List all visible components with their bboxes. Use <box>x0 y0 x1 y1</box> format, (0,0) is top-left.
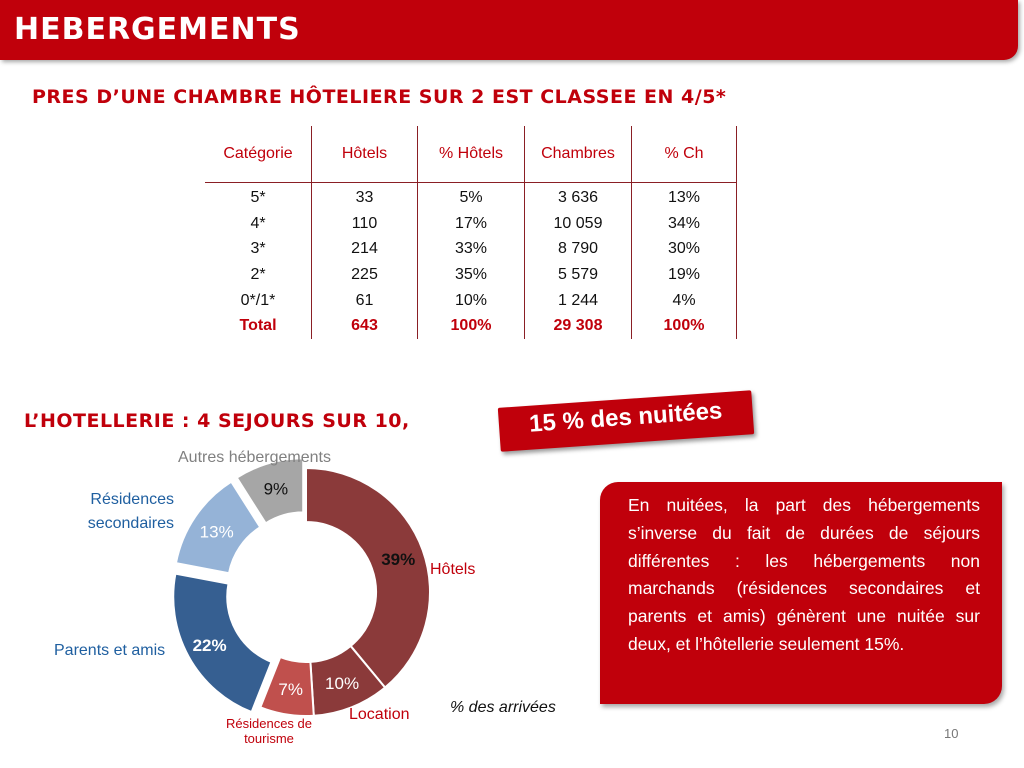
category-label-2: Résidences de tourisme <box>226 716 312 746</box>
donut-slice-0 <box>305 466 431 689</box>
table-cell: 33% <box>417 236 525 263</box>
donut-slice-3 <box>172 572 273 714</box>
header-hotels: Hôtels <box>311 126 418 183</box>
donut-slice-5 <box>235 457 305 525</box>
table-cell: 35% <box>417 262 525 288</box>
table-row: 0*/1* 61 10% 1 244 4% <box>205 287 737 314</box>
table-cell: 643 <box>311 313 418 340</box>
hotel-category-table: Catégorie Hôtels % Hôtels Chambres % Ch … <box>205 126 737 340</box>
table-row: 4* 110 17% 10 059 34% <box>205 210 737 237</box>
slice-value-label: 39% <box>381 550 415 569</box>
table-cell: 61 <box>311 287 418 314</box>
table-cell: Total <box>205 313 312 340</box>
category-label-5: Autres hébergements <box>178 449 331 466</box>
page-title: HEBERGEMENTS <box>14 12 301 47</box>
table-cell: 19% <box>631 262 737 288</box>
table-cell: 214 <box>311 236 418 263</box>
table-cell: 30% <box>631 236 737 263</box>
header-categorie: Catégorie <box>205 126 312 183</box>
table-cell: 33 <box>311 182 418 211</box>
table-header-row: Catégorie Hôtels % Hôtels Chambres % Ch <box>205 126 737 183</box>
arrivals-donut-chart: 39% 10% 7% 22% 13% 9% <box>172 457 431 717</box>
table-cell: 4* <box>205 210 312 237</box>
table-row: 2* 225 35% 5 579 19% <box>205 262 737 288</box>
table-cell: 225 <box>311 262 418 288</box>
page-number: 10 <box>944 726 959 741</box>
table-cell: 34% <box>631 210 737 237</box>
table-cell: 3* <box>205 236 312 263</box>
table-cell: 17% <box>417 210 525 237</box>
table-cell: 13% <box>631 182 737 211</box>
category-label-4: Résidences secondaires <box>87 491 174 532</box>
donut-slice-2 <box>259 655 315 717</box>
slice-value-label: 10% <box>325 674 359 693</box>
table-cell: 10 059 <box>524 210 632 237</box>
table-cell: 10% <box>417 287 525 314</box>
header-pct-hotels: % Hôtels <box>417 126 525 183</box>
table-cell: 110 <box>311 210 418 237</box>
info-box: En nuitées, la part des hébergements s’i… <box>600 482 1002 704</box>
table-cell: 1 244 <box>524 287 632 314</box>
slice-value-label: 7% <box>278 680 303 699</box>
table-cell: 29 308 <box>524 313 632 340</box>
header-bar: HEBERGEMENTS <box>0 0 1018 60</box>
table-cell: 0*/1* <box>205 287 312 314</box>
table-cell: 5* <box>205 182 312 211</box>
table-cell: 8 790 <box>524 236 632 263</box>
slice-value-label: 13% <box>200 522 234 541</box>
table-row: 3* 214 33% 8 790 30% <box>205 236 737 263</box>
header-chambres: Chambres <box>524 126 632 183</box>
table-total-row: Total 643 100% 29 308 100% <box>205 313 737 340</box>
table-cell: 2* <box>205 262 312 288</box>
section-heading-hotellerie: L’HOTELLERIE : 4 SEJOURS SUR 10, <box>24 410 410 432</box>
table-cell: 5% <box>417 182 525 211</box>
header-pct-chambres: % Ch <box>631 126 737 183</box>
slice-value-label: 9% <box>264 479 289 498</box>
donut-slice-4 <box>174 480 262 575</box>
callout-text: 15 % des nuitées <box>528 397 724 438</box>
table-cell: 100% <box>417 313 525 340</box>
table-cell: 100% <box>631 313 737 340</box>
table-cell: 4% <box>631 287 737 314</box>
table-cell: 3 636 <box>524 182 632 211</box>
table-cell: 5 579 <box>524 262 632 288</box>
subtitle: PRES D’UNE CHAMBRE HÔTELIERE SUR 2 EST C… <box>32 86 727 108</box>
category-label-1: Location <box>349 706 410 723</box>
category-label-0: Hôtels <box>430 561 476 578</box>
table-row: 5* 33 5% 3 636 13% <box>205 182 737 211</box>
chart-footnote: % des arrivées <box>450 699 556 716</box>
category-label-3: Parents et amis <box>54 642 166 659</box>
info-text: En nuitées, la part des hébergements s’i… <box>628 495 980 654</box>
slice-value-label: 22% <box>193 636 227 655</box>
